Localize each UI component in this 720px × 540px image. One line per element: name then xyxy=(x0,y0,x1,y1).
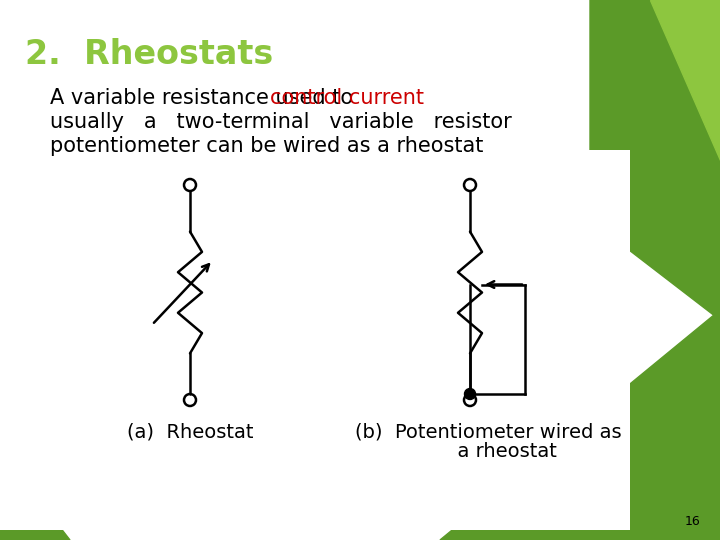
FancyBboxPatch shape xyxy=(0,150,630,530)
Polygon shape xyxy=(0,450,70,540)
Polygon shape xyxy=(590,0,720,320)
Circle shape xyxy=(464,388,475,400)
Text: A variable resistance used to: A variable resistance used to xyxy=(50,88,360,108)
Polygon shape xyxy=(440,310,720,540)
Text: 16: 16 xyxy=(684,515,700,528)
Text: usually   a   two-terminal   variable   resistor: usually a two-terminal variable resistor xyxy=(50,112,512,132)
Text: (b)  Potentiometer wired as: (b) Potentiometer wired as xyxy=(355,422,621,441)
Polygon shape xyxy=(650,0,720,160)
Text: a rheostat: a rheostat xyxy=(420,442,557,461)
Text: control current: control current xyxy=(271,88,425,108)
Text: potentiometer can be wired as a rheostat: potentiometer can be wired as a rheostat xyxy=(50,136,483,156)
Text: 2.  Rheostats: 2. Rheostats xyxy=(25,38,274,71)
Text: (a)  Rheostat: (a) Rheostat xyxy=(127,422,253,441)
